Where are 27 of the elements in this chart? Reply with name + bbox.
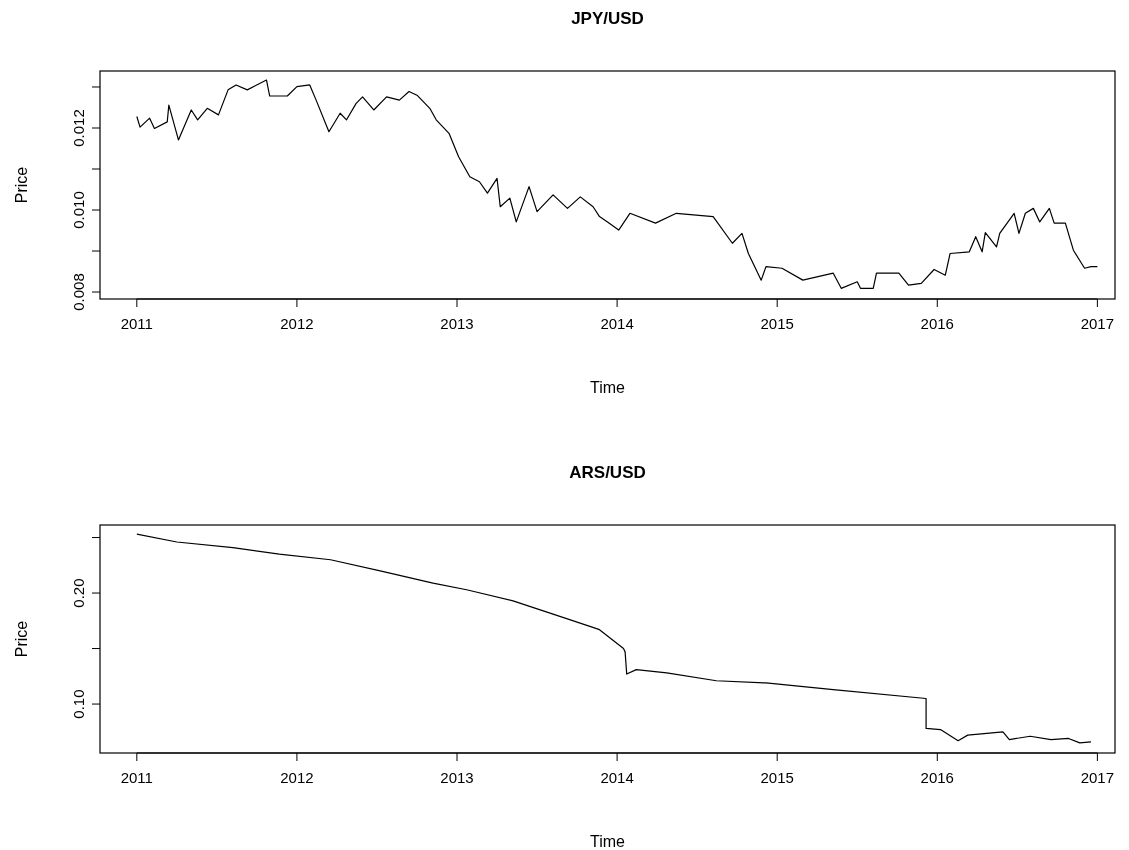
x-tick-label: 2015: [760, 769, 794, 786]
y-axis-title: Price: [13, 166, 30, 204]
chart-title: JPY/USD: [571, 9, 644, 28]
chart-title: ARS/USD: [569, 463, 646, 482]
line-series: [136, 79, 1098, 289]
x-tick-label: 2014: [600, 769, 634, 786]
y-tick-label: 0.20: [70, 578, 87, 608]
x-axis-title: Time: [590, 379, 626, 396]
y-tick-label: 0.012: [70, 109, 87, 147]
x-tick-label: 2012: [280, 769, 314, 786]
x-tick-label: 2017: [1080, 315, 1115, 332]
x-tick-label: 2016: [920, 315, 954, 332]
x-tick-label: 2013: [440, 315, 474, 332]
x-tick-label: 2016: [920, 769, 954, 786]
y-axis-title: Price: [13, 620, 30, 658]
y-tick-label: 0.010: [70, 191, 87, 229]
x-tick-label: 2011: [120, 315, 153, 332]
x-tick-label: 2013: [440, 769, 474, 786]
y-tick-label: 0.008: [70, 273, 87, 311]
y-tick-label: 0.10: [70, 689, 87, 719]
x-tick-label: 2011: [120, 769, 153, 786]
x-tick-label: 2012: [280, 315, 314, 332]
line-series: [136, 533, 1092, 744]
x-tick-label: 2017: [1080, 769, 1115, 786]
x-axis-title: Time: [590, 833, 626, 850]
x-tick-label: 2014: [600, 315, 634, 332]
x-tick-label: 2015: [760, 315, 794, 332]
